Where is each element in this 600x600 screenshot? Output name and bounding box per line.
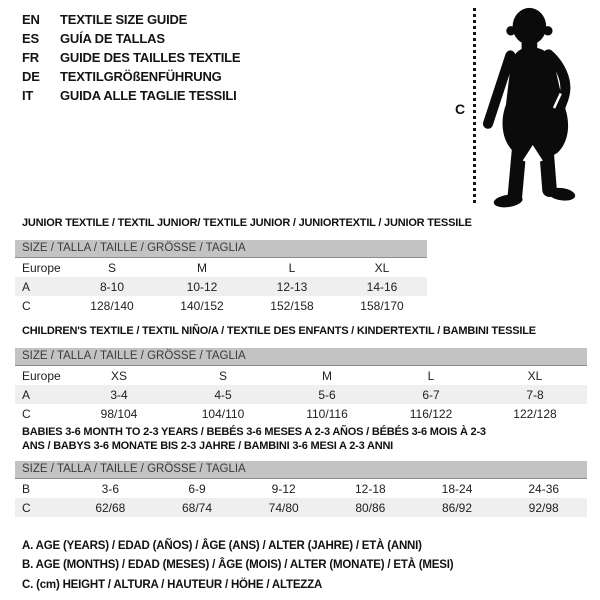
row-label: Europe [22, 260, 61, 275]
language-code: FR [22, 50, 39, 65]
size-cell: 128/140 [90, 298, 134, 313]
size-cell: M [197, 260, 207, 275]
row-label: C [22, 298, 31, 313]
size-cell: 10-12 [186, 279, 218, 294]
table-row: A 8-10 10-12 12-13 14-16 [15, 277, 427, 296]
size-cell: S [107, 260, 116, 275]
size-cell: 116/122 [409, 406, 453, 421]
baby-silhouette-icon [482, 7, 576, 208]
size-cell: 80/86 [355, 500, 386, 515]
language-row: ES GUÍA DE TALLAS [22, 29, 240, 48]
table-row: C 62/68 68/74 74/80 80/86 86/92 92/98 [15, 498, 587, 517]
size-cell: 4-5 [214, 387, 232, 402]
size-header-bar: SIZE / TALLA / TAILLE / GRÖSSE / TAGLIA [15, 240, 427, 258]
size-cell: 158/170 [360, 298, 404, 313]
size-cell: 14-16 [366, 279, 398, 294]
size-cell: 110/116 [306, 406, 348, 421]
junior-table-title: JUNIOR TEXTILE / TEXTIL JUNIOR/ TEXTILE … [22, 217, 472, 229]
size-cell: M [322, 368, 332, 383]
children-size-table: SIZE / TALLA / TAILLE / GRÖSSE / TAGLIA … [15, 348, 587, 423]
language-code: DE [22, 69, 40, 84]
language-title: GUIDA ALLE TAGLIE TESSILI [60, 88, 237, 103]
size-cell: 5-6 [318, 387, 336, 402]
table-row: C 128/140 140/152 152/158 158/170 [15, 296, 427, 315]
size-cell: 86/92 [442, 500, 473, 515]
row-label: A [22, 279, 31, 294]
size-cell: 9-12 [271, 481, 296, 496]
size-cell: 92/98 [528, 500, 559, 515]
height-measure-dashed-line [473, 8, 476, 205]
language-row: FR GUIDE DES TAILLES TEXTILE [22, 48, 241, 67]
table-row: A 3-4 4-5 5-6 6-7 7-8 [15, 385, 587, 404]
language-code: ES [22, 31, 39, 46]
size-cell: 98/104 [100, 406, 138, 421]
row-label: C [22, 406, 31, 421]
size-cell: S [218, 368, 227, 383]
size-cell: 3-4 [110, 387, 128, 402]
size-cell: 68/74 [181, 500, 213, 515]
language-title: TEXTILE SIZE GUIDE [60, 12, 188, 27]
size-cell: 7-8 [526, 387, 544, 402]
size-cell: 18-24 [441, 481, 473, 496]
language-title: GUÍA DE TALLAS [60, 31, 165, 46]
footnote: C. (cm) HEIGHT / ALTURA / HAUTEUR / HÖHE… [22, 578, 323, 591]
footnote: A. AGE (YEARS) / EDAD (AÑOS) / ÂGE (ANS)… [22, 539, 422, 552]
table-row: C 98/104 104/110 110/116 116/122 122/128 [15, 404, 587, 423]
size-cell: 122/128 [513, 406, 557, 421]
size-cell: 24-36 [528, 481, 560, 496]
babies-size-table: SIZE / TALLA / TAILLE / GRÖSSE / TAGLIA … [15, 461, 587, 517]
size-cell: 3-6 [101, 481, 119, 496]
size-cell: 12-18 [355, 481, 386, 496]
size-cell: 140/152 [180, 298, 224, 313]
language-title: GUIDE DES TAILLES TEXTILE [60, 50, 241, 65]
footnote: B. AGE (MONTHS) / EDAD (MESES) / ÂGE (MO… [22, 559, 454, 572]
size-cell: XL [374, 260, 390, 275]
size-cell: L [288, 260, 296, 275]
language-row: IT GUIDA ALLE TAGLIE TESSILI [22, 86, 240, 105]
table-row: Europe S M L XL [15, 258, 427, 277]
language-code: EN [22, 12, 40, 27]
babies-table-title: BABIES 3-6 MONTH TO 2-3 YEARS / BEBÉS 3-… [22, 426, 486, 452]
size-cell: 6-9 [188, 481, 206, 496]
row-label: Europe [22, 368, 61, 383]
size-cell: 74/80 [268, 500, 299, 515]
size-cell: 62/68 [95, 500, 126, 515]
size-cell: 12-13 [276, 279, 308, 294]
height-label-c: C [455, 101, 466, 117]
language-title: TEXTILGRÖßENFÜHRUNG [60, 69, 222, 84]
size-header-bar: SIZE / TALLA / TAILLE / GRÖSSE / TAGLIA [15, 461, 587, 479]
size-cell: XS [110, 368, 127, 383]
language-row: EN TEXTILE SIZE GUIDE [22, 10, 240, 29]
language-row: DE TEXTILGRÖßENFÜHRUNG [22, 67, 240, 86]
junior-size-table: SIZE / TALLA / TAILLE / GRÖSSE / TAGLIA … [15, 240, 427, 315]
size-cell: XL [527, 368, 543, 383]
footnotes: A. AGE (YEARS) / EDAD (AÑOS) / ÂGE (ANS)… [22, 536, 454, 595]
size-header-bar: SIZE / TALLA / TAILLE / GRÖSSE / TAGLIA [15, 348, 587, 366]
children-table-title: CHILDREN'S TEXTILE / TEXTIL NIÑO/A / TEX… [22, 325, 536, 337]
language-list: EN TEXTILE SIZE GUIDE ES GUÍA DE TALLAS … [22, 10, 241, 105]
row-label: C [22, 500, 31, 515]
row-label: A [22, 387, 31, 402]
language-code: IT [22, 88, 34, 103]
size-cell: 6-7 [422, 387, 440, 402]
row-label: B [22, 481, 31, 496]
table-row: B 3-6 6-9 9-12 12-18 18-24 24-36 [15, 479, 587, 498]
size-cell: 104/110 [201, 406, 245, 421]
size-cell: 152/158 [270, 298, 314, 313]
size-cell: L [427, 368, 435, 383]
table-row: Europe XS S M L XL [15, 366, 587, 385]
size-cell: 8-10 [99, 279, 125, 294]
